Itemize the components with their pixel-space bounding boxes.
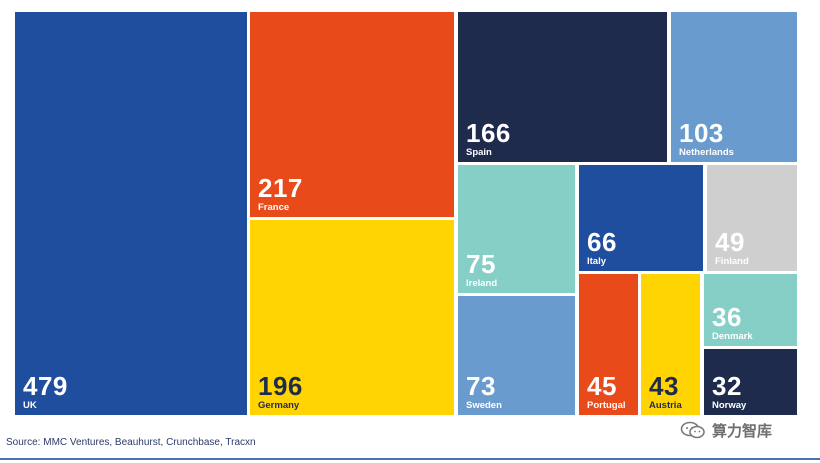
- tile-label: France: [258, 201, 290, 213]
- tile-label: Netherlands: [679, 146, 734, 158]
- tile-label: Sweden: [466, 399, 502, 411]
- tile-value: 166: [466, 118, 511, 148]
- source-note: Source: MMC Ventures, Beauhurst, Crunchb…: [6, 437, 256, 448]
- treemap-tile-uk: 479 UK: [15, 12, 247, 415]
- tile-value: 49: [715, 227, 745, 257]
- treemap-tile-germany: 196 Germany: [250, 220, 454, 415]
- watermark-text: 算力智库: [712, 421, 773, 440]
- tile-value: 479: [23, 371, 68, 401]
- treemap-tile-france: 217 France: [250, 12, 454, 217]
- tile-value: 36: [712, 302, 742, 332]
- tile-label: Austria: [649, 399, 682, 411]
- tile-label: Denmark: [712, 330, 753, 342]
- tile-label: Spain: [466, 146, 492, 158]
- treemap-tile-norway: 32 Norway: [704, 349, 797, 415]
- treemap-tile-sweden: 73 Sweden: [458, 296, 575, 415]
- tile-label: Germany: [258, 399, 300, 411]
- tile-label: Portugal: [587, 399, 626, 411]
- treemap-tile-netherlands: 103 Netherlands: [671, 12, 797, 162]
- tile-label: Italy: [587, 255, 607, 267]
- wechat-icon: [680, 421, 705, 439]
- watermark: 算力智库: [680, 420, 810, 440]
- treemap-tile-italy: 66 Italy: [579, 165, 703, 271]
- tile-value: 66: [587, 227, 617, 257]
- tile-value: 196: [258, 371, 303, 401]
- tile-value: 32: [712, 371, 742, 401]
- treemap-tile-spain: 166 Spain: [458, 12, 667, 162]
- source-divider: [0, 458, 820, 460]
- tile-value: 75: [466, 249, 496, 279]
- treemap-tile-austria: 43 Austria: [641, 274, 700, 415]
- tile-label: UK: [23, 399, 37, 411]
- tile-label: Norway: [712, 399, 747, 411]
- treemap-tile-denmark: 36 Denmark: [704, 274, 797, 346]
- treemap-tile-finland: 49 Finland: [707, 165, 797, 271]
- tile-value: 43: [649, 371, 679, 401]
- tile-value: 217: [258, 173, 303, 203]
- tile-label: Finland: [715, 255, 749, 267]
- tile-label: Ireland: [466, 277, 498, 289]
- treemap-tile-ireland: 75 Ireland: [458, 165, 575, 293]
- treemap-tile-portugal: 45 Portugal: [579, 274, 638, 415]
- tile-value: 45: [587, 371, 617, 401]
- tile-value: 73: [466, 371, 496, 401]
- tile-value: 103: [679, 118, 724, 148]
